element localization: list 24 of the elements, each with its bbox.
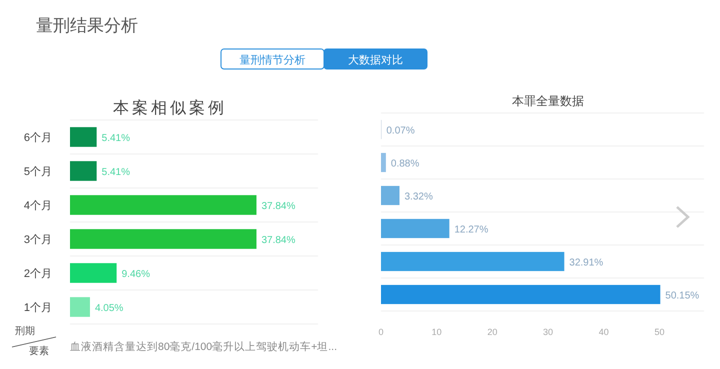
data-label: 5.41% — [102, 133, 130, 144]
data-label: 37.84% — [261, 235, 296, 246]
data-label: 0.88% — [390, 158, 420, 170]
data-label: 32.91% — [569, 258, 604, 268]
data-label: 12.27% — [454, 224, 488, 236]
y-tick-label: 5个月 — [24, 166, 52, 178]
data-label: 3.32% — [404, 192, 433, 202]
x-axis-title: 要素 — [29, 345, 49, 357]
data-label: 4.05% — [94, 303, 124, 314]
y-tick-label: 2个月 — [24, 268, 52, 280]
data-label: 5.41% — [102, 167, 130, 178]
data-label: 9.46% — [122, 269, 150, 280]
y-tick-label: 1个月 — [24, 302, 52, 314]
chart-title: 本案相似案例 — [113, 99, 227, 117]
y-tick-label: 6个月 — [24, 132, 52, 144]
data-label: 0.07% — [386, 126, 415, 136]
data-label: 50.15% — [665, 290, 700, 302]
text: 血液酒精含量达到80毫克/100毫升以上驾驶机动车+坦... — [70, 340, 337, 353]
y-tick-label: 4个月 — [24, 200, 52, 212]
y-axis-title: 刑期 — [15, 325, 35, 337]
chart-title: 本罪全量数据 — [512, 94, 584, 108]
y-tick-label: 3个月 — [24, 234, 52, 246]
data-label: 37.84% — [261, 201, 296, 212]
text: 量刑结果分析 — [36, 16, 138, 35]
